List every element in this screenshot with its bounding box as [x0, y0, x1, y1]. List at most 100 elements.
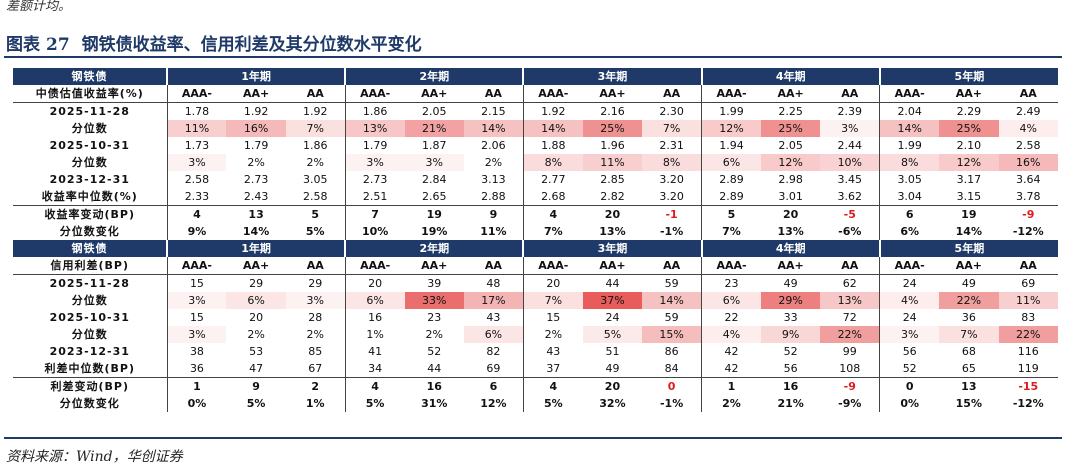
- table-cell: 2.51: [344, 188, 405, 206]
- row-label: 分位数: [71, 328, 108, 341]
- table-cell: 9%: [760, 326, 821, 343]
- table-row: 2025-10-31 1.73 1.79 1.86 1.79 1.87 2.06 1.88 1.…: [13, 137, 1058, 154]
- table-cell: 2.89: [701, 188, 761, 206]
- table-cell: 1.88: [522, 137, 583, 154]
- table-cell: 49: [605, 362, 620, 375]
- table-cell: -12%: [1012, 397, 1044, 410]
- tenor-group-header: 3年期: [522, 240, 702, 257]
- table-cell: 44: [427, 362, 442, 375]
- table-cell: 22: [701, 309, 761, 326]
- table-cell: 2.15: [481, 105, 506, 118]
- table-cell: 37%: [582, 292, 643, 309]
- table-cell: 3.04: [879, 188, 940, 206]
- table-row: 分位数变化 0% 5% 1% 5% 31% 12% 5% 32% -1% 2% 21% -9% 0% 15%…: [13, 395, 1058, 412]
- tenor-group-header: 2年期: [344, 240, 524, 257]
- rating-header: AA: [998, 85, 1058, 103]
- table-cell: 15%: [642, 326, 702, 343]
- table-cell: 2.85: [600, 173, 625, 186]
- table-cell: 43: [486, 311, 501, 324]
- table-cell: 3%: [166, 326, 227, 343]
- table-cell: 2.43: [243, 190, 269, 203]
- table-cell: 8%: [522, 154, 583, 171]
- rating-header: AAA-: [701, 257, 761, 275]
- table-cell: 1.79: [243, 139, 269, 152]
- table-cell: 4%: [998, 120, 1058, 137]
- table-cell: 21%: [404, 120, 464, 137]
- table-cell: 31%: [421, 397, 448, 410]
- rating-header: AAA-: [522, 85, 583, 103]
- sub-label: 信用利差(BP): [13, 257, 167, 275]
- table-cell: 2%: [522, 326, 583, 343]
- table-cell: 1.92: [522, 102, 583, 120]
- table-cell: 3%: [166, 292, 227, 309]
- table-cell: 2.98: [778, 173, 803, 186]
- table-cell: 2.82: [600, 190, 625, 203]
- table-cell: 2.73: [243, 173, 269, 186]
- table-cell: 4: [166, 205, 227, 223]
- table-cell: 2.10: [956, 139, 982, 152]
- rating-header: AA+: [404, 257, 464, 275]
- source-note: 资料来源：Wind，华创证券: [6, 449, 183, 465]
- table-cell: 20: [522, 274, 583, 292]
- table-cell: 20: [760, 205, 821, 223]
- table-cell: 44: [605, 277, 620, 290]
- section-name: 钢铁债: [13, 68, 167, 85]
- table-cell: 1.92: [243, 105, 269, 118]
- table-cell: -9: [998, 205, 1058, 223]
- table-cell: 25%: [582, 120, 643, 137]
- table-cell: 3%: [166, 154, 227, 171]
- table-cell: 9: [463, 205, 524, 223]
- table-cell: 2.06: [481, 139, 506, 152]
- table-cell: 52: [427, 345, 442, 358]
- table-cell: -1%: [659, 225, 684, 238]
- table-cell: 29%: [760, 292, 821, 309]
- table-cell: 14%: [955, 225, 982, 238]
- table-cell: 42: [701, 343, 761, 360]
- table-cell: 3.05: [879, 171, 940, 188]
- table-cell: 68: [961, 345, 976, 358]
- table-cell: 2.58: [302, 190, 328, 203]
- table-cell: 2.33: [166, 188, 227, 206]
- figure-number: 27: [46, 35, 70, 55]
- table-cell: 5%: [582, 326, 643, 343]
- rating-header: AA+: [939, 85, 999, 103]
- table-cell: 13: [226, 205, 286, 223]
- top-note: 差额计均。: [6, 0, 72, 14]
- table-cell: 22%: [820, 326, 880, 343]
- table-cell: 6%: [879, 223, 940, 240]
- table-cell: 10%: [344, 223, 405, 240]
- table-row: 2025-11-28 15 29 29 20 39 48 20 44 59 23 49 62 24 49 69: [13, 274, 1058, 292]
- table-cell: 3%: [344, 154, 405, 171]
- table-cell: 24: [879, 274, 940, 292]
- row-label: 收益率变动(BP): [13, 205, 167, 223]
- table-cell: 2%: [247, 328, 265, 341]
- rating-header: AA: [642, 85, 702, 103]
- table-cell: 32%: [599, 397, 626, 410]
- table-cell: 56: [783, 362, 798, 375]
- rating-header: AA: [642, 257, 702, 275]
- row-label: 收益率中位数(%): [41, 190, 138, 203]
- row-label: 分位数变化: [59, 225, 120, 238]
- table-cell: 72: [842, 311, 857, 324]
- table-cell: 22%: [939, 292, 999, 309]
- rating-header: AA: [285, 85, 346, 103]
- tenor-group-header: 4年期: [700, 68, 880, 85]
- rating-header: AA+: [582, 257, 643, 275]
- table-cell: 3.20: [659, 190, 684, 203]
- table-cell: 49: [961, 277, 976, 290]
- table-cell: 10%: [820, 154, 880, 171]
- table-cell: 4%: [879, 292, 940, 309]
- table-cell: 11%: [998, 292, 1058, 309]
- table-cell: 2.29: [956, 105, 982, 118]
- rating-header: AAA-: [344, 257, 405, 275]
- table-cell: 14%: [463, 120, 524, 137]
- table-cell: 13%: [820, 292, 880, 309]
- rating-header: AAA-: [166, 85, 227, 103]
- table-cell: 2.49: [1016, 105, 1041, 118]
- rating-header: AA+: [939, 257, 999, 275]
- row-label: 分位数: [71, 156, 108, 169]
- table-cell: 2.65: [422, 190, 447, 203]
- table-cell: 7: [344, 205, 405, 223]
- table-row: 分位数 3% 6% 3% 6% 33% 17% 7% 37% 14% 6% 29% 13% 4% 22% 11…: [13, 292, 1058, 309]
- figure-label: 图表: [6, 35, 40, 55]
